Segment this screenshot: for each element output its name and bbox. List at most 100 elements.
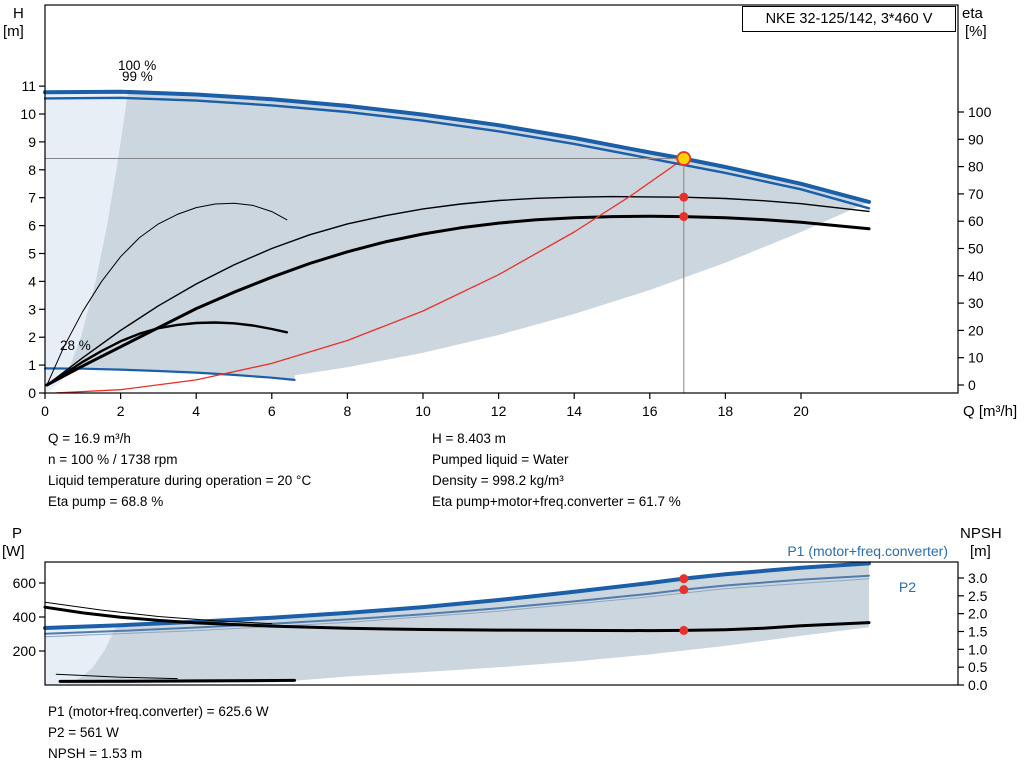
eta-total-curve (45, 214, 871, 387)
pump-curve-99pct (43, 96, 871, 210)
p1-duty-dot (679, 574, 689, 584)
eta-pump-curve (46, 195, 870, 386)
y-right-tick-label: 100 (968, 104, 992, 120)
x-tick-label: 18 (718, 403, 734, 419)
qh-chart-frame (44, 4, 959, 394)
y-right-tick-label: 50 (968, 241, 984, 257)
y-right-tick-label: 90 (968, 131, 984, 147)
x-tick-label: 4 (192, 403, 200, 419)
y-left-tick-label: 0 (28, 385, 36, 401)
eta-total-duty-dot (679, 212, 689, 222)
info-line-eta-total: Eta pump+motor+freq.converter = 61.7 % (432, 494, 681, 509)
y-right-tick-label: 2.0 (968, 606, 988, 622)
x-tick-label: 14 (566, 403, 582, 419)
y-right-axis-title: [%] (965, 23, 987, 40)
y-right-tick-label: 3.0 (968, 570, 988, 586)
npsh-thin-line (44, 601, 273, 625)
y-left-axis-title: [W] (2, 543, 25, 560)
y-left-tick-label: 10 (20, 106, 36, 122)
eta-total-28pct-curve (45, 321, 289, 387)
power-info-block: P1 (motor+freq.converter) = 625.6 W P2 =… (48, 701, 269, 764)
y-left-tick-label: 6 (28, 218, 36, 234)
control-curve (55, 157, 685, 394)
y-right-axis-title: NPSH (960, 525, 1002, 542)
info-line-p2: P2 = 561 W (48, 725, 119, 740)
npsh-curve (43, 605, 871, 633)
x-tick-label: 10 (415, 403, 431, 419)
y-left-axis-title: P (12, 525, 22, 542)
eta-pump-28pct-curve (46, 202, 288, 386)
y-left-axis-title: [m] (3, 23, 24, 40)
x-tick-label: 12 (491, 403, 507, 419)
info-line-q: Q = 16.9 m³/h (48, 431, 131, 446)
npsh-28pct-curve (58, 678, 296, 683)
p2-underline (44, 578, 870, 638)
duty-info-block: Q = 16.9 m³/h n = 100 % / 1738 rpm Liqui… (48, 428, 988, 512)
x-tick-label: 2 (117, 403, 125, 419)
x-tick-label: 16 (642, 403, 658, 419)
info-line-p1: P1 (motor+freq.converter) = 625.6 W (48, 704, 269, 719)
y-left-axis-title: H (13, 5, 24, 22)
y-right-axis-title: eta (962, 5, 984, 22)
y-right-tick-label: 80 (968, 159, 984, 175)
label-p1: P1 (motor+freq.converter) (787, 543, 948, 559)
y-right-tick-label: 0 (968, 377, 976, 393)
y-left-tick-label: 4 (28, 273, 36, 289)
duty-point[interactable] (676, 151, 692, 166)
y-right-tick-label: 70 (968, 186, 984, 202)
min-flow-region (45, 91, 129, 394)
x-tick-label: 20 (793, 403, 809, 419)
y-right-tick-label: 20 (968, 322, 984, 338)
x-axis-title: Q [m³/h] (963, 403, 1017, 420)
pump-type-title-box: NKE 32-125/142, 3*460 V (742, 6, 956, 32)
y-right-axis-title: [m] (970, 543, 991, 560)
low-speed-thin-line (55, 673, 178, 680)
x-tick-label: 0 (41, 403, 49, 419)
y-right-tick-label: 1.0 (968, 641, 988, 657)
info-line-h: H = 8.403 m (432, 431, 506, 446)
label-100pct: 100 % (118, 58, 156, 73)
y-left-tick-label: 1 (28, 357, 36, 373)
y-right-tick-label: 2.5 (968, 588, 988, 604)
label-28pct: 28 % (60, 338, 91, 353)
info-line-pumped-liquid: Pumped liquid = Water (432, 452, 569, 467)
y-left-tick-label: 7 (28, 190, 36, 206)
y-right-tick-label: 10 (968, 350, 984, 366)
y-left-tick-label: 5 (28, 246, 36, 262)
y-left-tick-label: 3 (28, 301, 36, 317)
label-p2: P2 (899, 579, 916, 595)
y-left-tick-label: 200 (13, 643, 37, 659)
info-line-density: Density = 998.2 kg/m³ (432, 473, 564, 488)
label-99pct: 99 % (122, 69, 153, 84)
y-left-tick-label: 9 (28, 134, 36, 150)
x-tick-label: 8 (344, 403, 352, 419)
duty-info-left-column: Q = 16.9 m³/h n = 100 % / 1738 rpm Liqui… (48, 428, 432, 512)
info-line-liquid-temp: Liquid temperature during operation = 20… (48, 473, 312, 488)
eta-pump-duty-dot (679, 192, 689, 202)
power-npsh-chart-svg[interactable]: 200 400 600 0.0 0.5 1.0 1.52.0 2.5 3.0 P[W] NPSH[m… (0, 525, 1024, 700)
y-left-tick-label: 8 (28, 162, 36, 178)
y-left-tick-label: 400 (13, 609, 37, 625)
npsh-duty-dot (679, 625, 689, 635)
y-right-tick-label: 0.0 (968, 677, 988, 693)
y-left-tick-label: 2 (28, 329, 36, 345)
y-right-tick-label: 0.5 (968, 659, 988, 675)
info-line-speed: n = 100 % / 1738 rpm (48, 452, 178, 467)
duty-info-right-column: H = 8.403 m Pumped liquid = Water Densit… (432, 428, 988, 512)
y-right-tick-label: 60 (968, 213, 984, 229)
power-npsh-chart-frame (44, 561, 959, 686)
pump-curve-28pct (43, 367, 296, 381)
y-left-tick-label: 600 (13, 575, 37, 591)
p2-duty-dot (679, 585, 689, 595)
x-tick-label: 6 (268, 403, 276, 419)
power-envelope (45, 563, 869, 684)
pump-curve-100pct (43, 89, 871, 204)
info-line-eta-pump: Eta pump = 68.8 % (48, 494, 164, 509)
y-left-tick-label: 11 (21, 78, 36, 94)
p2-curve (44, 574, 870, 635)
y-right-tick-label: 40 (968, 268, 984, 284)
power-min-flow-region (45, 625, 117, 685)
info-line-npsh: NPSH = 1.53 m (48, 746, 143, 761)
